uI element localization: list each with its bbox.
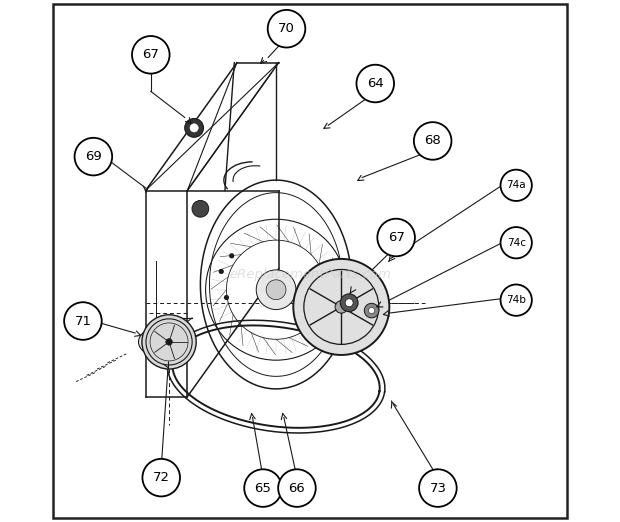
Circle shape <box>192 200 209 217</box>
Circle shape <box>268 10 305 48</box>
Circle shape <box>190 124 198 132</box>
Circle shape <box>266 280 286 300</box>
Text: 74a: 74a <box>507 180 526 191</box>
Text: 67: 67 <box>388 231 405 244</box>
Circle shape <box>340 294 358 312</box>
Circle shape <box>345 299 353 307</box>
Text: 71: 71 <box>74 315 91 327</box>
Circle shape <box>224 295 229 300</box>
Text: 68: 68 <box>424 135 441 147</box>
Text: 73: 73 <box>430 482 446 494</box>
Circle shape <box>142 315 196 369</box>
Circle shape <box>368 307 374 314</box>
Text: 66: 66 <box>288 482 305 494</box>
Circle shape <box>278 469 316 507</box>
Circle shape <box>414 122 451 160</box>
Circle shape <box>335 301 348 313</box>
Text: 67: 67 <box>143 49 159 61</box>
Circle shape <box>293 259 389 355</box>
Text: 70: 70 <box>278 22 295 35</box>
Circle shape <box>229 253 234 258</box>
Circle shape <box>500 284 532 316</box>
Circle shape <box>143 459 180 496</box>
Text: 74b: 74b <box>507 295 526 305</box>
Circle shape <box>132 36 170 74</box>
Text: 65: 65 <box>255 482 272 494</box>
Circle shape <box>356 65 394 102</box>
Ellipse shape <box>138 328 179 357</box>
Circle shape <box>500 170 532 201</box>
Circle shape <box>419 469 457 507</box>
Circle shape <box>74 138 112 175</box>
Circle shape <box>365 303 379 318</box>
Text: 64: 64 <box>367 77 384 90</box>
Text: 72: 72 <box>153 471 170 484</box>
Circle shape <box>244 469 282 507</box>
Circle shape <box>219 269 224 274</box>
Circle shape <box>500 227 532 258</box>
Circle shape <box>256 270 296 310</box>
Circle shape <box>378 219 415 256</box>
Text: 74c: 74c <box>507 238 526 248</box>
Circle shape <box>185 118 203 137</box>
Circle shape <box>64 302 102 340</box>
Text: eReplacementParts.com: eReplacementParts.com <box>229 268 391 280</box>
Text: 69: 69 <box>85 150 102 163</box>
Circle shape <box>166 339 172 345</box>
